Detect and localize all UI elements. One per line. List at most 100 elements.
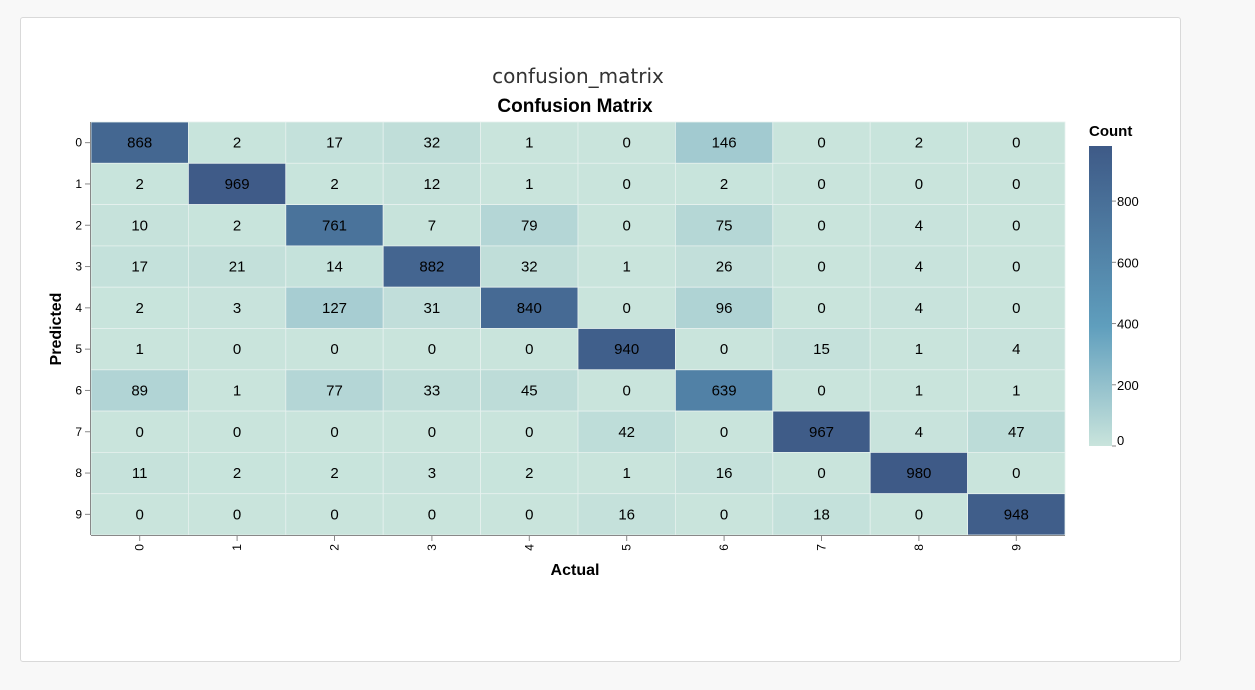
heatmap-cell [967,328,1066,371]
cell-value-label: 0 [330,424,338,441]
cell-value-label: 0 [525,506,533,523]
heatmap-cell [187,493,287,536]
heatmap-cell [967,451,1066,495]
heatmap-cell [187,410,287,453]
heatmap-cells [90,121,1066,536]
y-tick-label: 3 [75,260,82,274]
y-tick-label: 0 [75,136,82,150]
heatmap-cell [869,121,969,164]
heatmap-cell [382,328,482,371]
cell-value-label: 0 [1012,300,1020,317]
heatmap-cell [967,121,1066,164]
heatmap-cell [869,410,969,453]
heatmap-cell [869,162,969,206]
heatmap-cell [772,162,871,206]
cell-value-label: 969 [225,176,250,193]
heatmap-cell [967,245,1066,288]
cell-value-label: 47 [1008,424,1025,441]
cell-value-label: 980 [906,465,931,482]
cell-value-label: 0 [428,341,436,358]
heatmap-cell [480,286,579,329]
heatmap-cell [967,204,1066,247]
cell-value-label: 4 [915,424,923,441]
heatmap-cell [577,162,676,206]
y-tick-label: 4 [75,301,82,315]
heatmap-cell [577,328,676,371]
heatmap-cell [90,286,189,329]
cell-value-label: 4 [1012,341,1020,358]
cell-value-label: 2 [233,217,241,234]
heatmap-cell [90,204,189,247]
legend-tick-label: 600 [1117,255,1139,270]
heatmap-cell [772,410,871,453]
cell-value-label: 2 [330,176,338,193]
heatmap-cell [869,328,969,371]
cell-value-label: 0 [817,465,825,482]
chart-panel: confusion_matrix Confusion Matrix 868 2 17… [20,17,1181,662]
cell-value-label: 0 [1012,259,1020,276]
heatmap-cell [480,451,579,495]
cell-value-label: 12 [424,176,441,193]
heatmap-cell [90,493,189,536]
cell-value-label: 0 [720,506,728,523]
cell-value-label: 7 [428,217,436,234]
y-tick-label: 5 [75,342,82,356]
cell-value-label: 16 [618,506,635,523]
cell-value-label: 75 [716,217,733,234]
cell-value-label: 0 [623,300,631,317]
cell-value-label: 4 [915,217,923,234]
x-tick-label: 5 [620,544,634,551]
cell-value-label: 1 [525,176,533,193]
cell-value-label: 32 [424,135,441,152]
heatmap-cell [772,328,871,371]
cell-value-label: 3 [233,300,241,317]
heatmap-cell [869,245,969,288]
cell-value-label: 2 [720,176,728,193]
cell-value-label: 0 [330,506,338,523]
heatmap-cell [90,328,189,371]
cell-value-label: 0 [233,506,241,523]
heatmap-cell [772,493,871,536]
cell-value-label: 127 [322,300,347,317]
x-tick-label: 8 [912,544,926,551]
heatmap-cell [382,204,482,247]
legend-tick-label: 0 [1117,433,1124,448]
y-axis: 0 1 2 3 4 5 6 7 8 9 [75,122,91,535]
heatmap-cell [187,162,287,206]
x-tick-label: 9 [1009,544,1023,551]
cell-value-label: 2 [136,300,144,317]
heatmap-cell [187,204,287,247]
heatmap-cell [187,328,287,371]
cell-value-label: 45 [521,382,538,399]
cell-value-label: 2 [330,465,338,482]
cell-value-label: 4 [915,300,923,317]
cell-value-label: 0 [136,506,144,523]
heatmap-cell [285,121,384,164]
heatmap-cell [187,369,287,412]
cell-value-label: 1 [623,259,631,276]
cell-value-label: 0 [525,424,533,441]
y-tick-label: 1 [75,177,82,191]
heatmap-cell [285,162,384,206]
color-legend: Count 800 600 400 200 0 [1089,123,1139,448]
x-axis-title: Actual [551,562,600,579]
heatmap-cell [675,369,774,412]
heatmap-cell [772,369,871,412]
cell-value-label: 77 [326,382,343,399]
panel-title: confusion_matrix [492,64,664,88]
heatmap-cell [869,369,969,412]
cell-value-label: 1 [233,382,241,399]
cell-value-label: 17 [326,135,343,152]
cell-value-label: 0 [1012,176,1020,193]
confusion-matrix-chart: Confusion Matrix 868 2 17 32 1 0 146 0 2 02 969 2 12… [48,96,1139,579]
x-axis: 0 1 2 3 4 5 6 7 8 9 [91,535,1065,551]
cell-value-label: 2 [915,135,923,152]
legend-tick-label: 400 [1117,317,1139,332]
heatmap-cell [675,410,774,453]
legend-gradient-bar [1089,146,1112,446]
cell-value-label: 0 [915,176,923,193]
cell-value-label: 2 [525,465,533,482]
cell-value-label: 0 [1012,217,1020,234]
heatmap-cell [480,369,579,412]
heatmap-cell [285,286,384,329]
